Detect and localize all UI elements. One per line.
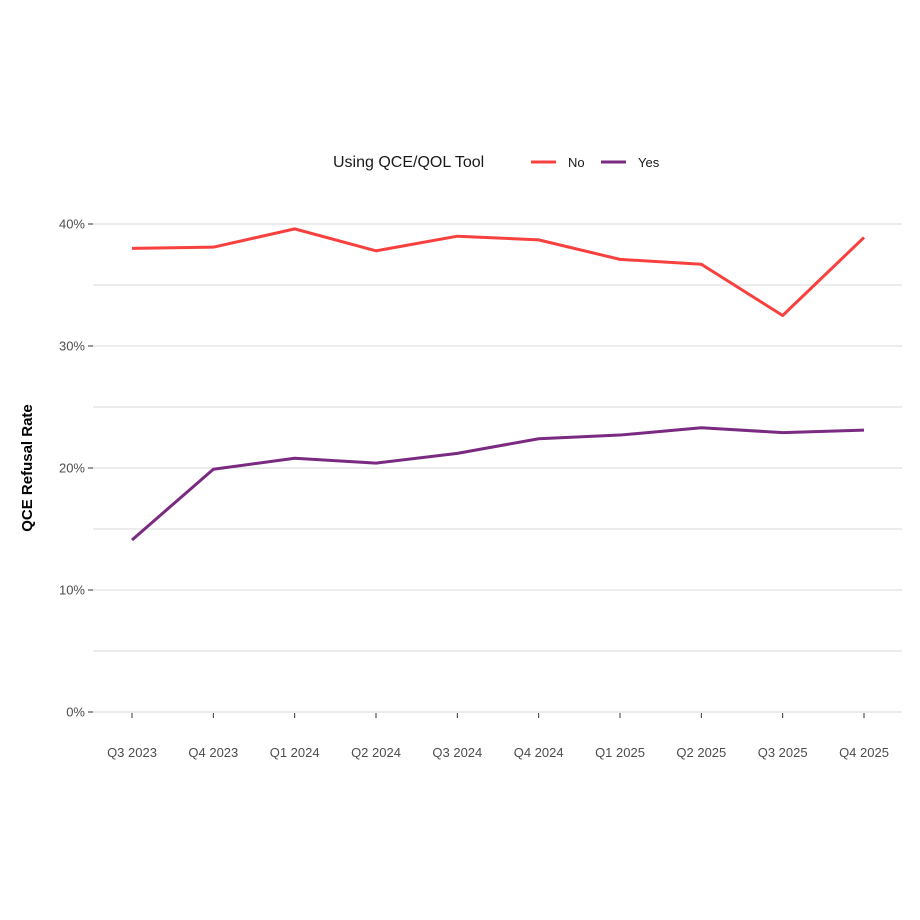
x-tick-label: Q4 2024 (514, 745, 564, 760)
legend-label-yes: Yes (638, 155, 660, 170)
x-tick-label: Q4 2025 (839, 745, 889, 760)
y-axis-label: QCE Refusal Rate (19, 404, 36, 532)
y-tick-label: 20% (59, 461, 85, 476)
y-tick-label: 10% (59, 583, 85, 598)
legend: Using QCE/QOL Tool No Yes (333, 154, 660, 171)
y-tick-label: 30% (59, 339, 85, 354)
x-tick-label: Q3 2025 (758, 745, 808, 760)
series-line-no (131, 227, 866, 317)
x-tick-label: Q4 2023 (188, 745, 238, 760)
x-tick-label: Q2 2024 (351, 745, 401, 760)
x-tick-label: Q3 2024 (432, 745, 482, 760)
series-line-yes (131, 426, 865, 542)
x-tick-label: Q1 2024 (270, 745, 320, 760)
x-tick-label: Q1 2025 (595, 745, 645, 760)
legend-label-no: No (568, 155, 585, 170)
y-tick-label: 40% (59, 217, 85, 232)
x-axis-ticks: Q3 2023 Q4 2023 Q1 2024 Q2 2024 Q3 2024 Q4 20… (107, 713, 889, 760)
legend-title: Using QCE/QOL Tool (333, 154, 484, 171)
series-lines (131, 227, 866, 542)
y-axis-ticks: 0% 10% 20% 30% 40% (59, 217, 93, 720)
x-tick-label: Q3 2023 (107, 745, 157, 760)
y-tick-label: 0% (66, 705, 85, 720)
x-tick-label: Q2 2025 (676, 745, 726, 760)
